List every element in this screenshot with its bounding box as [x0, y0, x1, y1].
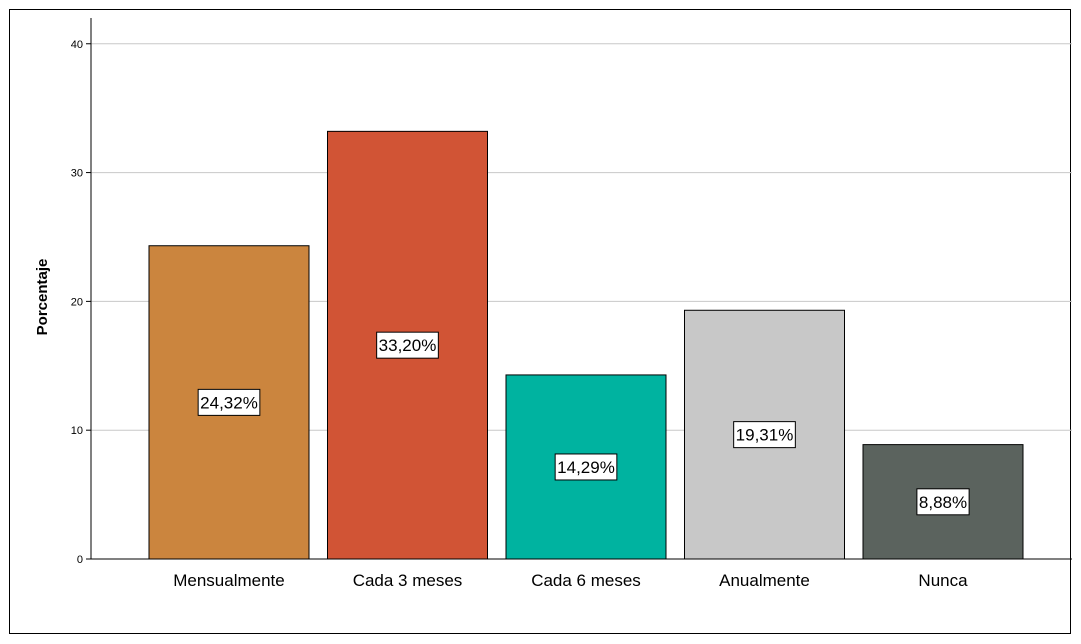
- bar-chart: 24,32% 33,20% 14,29% 19,31% 8,88% 0 10 20 30 40 M…: [34, 18, 1072, 590]
- x-tick-label: Anualmente: [719, 571, 810, 590]
- data-label: 33,20%: [379, 336, 437, 355]
- data-label-box: [733, 421, 796, 449]
- data-label-box: [554, 453, 618, 481]
- y-tick-label: 0: [77, 554, 83, 566]
- bars: [148, 130, 1024, 560]
- x-tick-label: Nunca: [918, 571, 968, 590]
- data-labels: 24,32% 33,20% 14,29% 19,31% 8,88%: [197, 331, 970, 516]
- data-label-box: [197, 388, 261, 416]
- data-label: 14,29%: [557, 458, 615, 477]
- data-label: 19,31%: [736, 426, 794, 445]
- data-label: 8,88%: [919, 493, 967, 512]
- data-label-box: [376, 331, 439, 359]
- data-label: 24,32%: [200, 393, 258, 412]
- y-tick-label: 10: [71, 425, 83, 437]
- y-axis-label: Porcentaje: [34, 259, 51, 336]
- x-tick-label: Cada 6 meses: [531, 571, 641, 590]
- y-tick-label: 30: [71, 168, 83, 180]
- chart-frame: 24,32% 33,20% 14,29% 19,31% 8,88% 0 10 20 30 40 M…: [9, 9, 1072, 634]
- x-tick-label: Mensualmente: [173, 571, 285, 590]
- data-label-box: [916, 488, 970, 516]
- y-tick-label: 20: [71, 296, 83, 308]
- y-tick-label: 40: [71, 39, 83, 51]
- axes: 0 10 20 30 40 Mensualmente Cada 3 meses Cada 6 …: [71, 18, 1072, 590]
- x-tick-label: Cada 3 meses: [353, 571, 463, 590]
